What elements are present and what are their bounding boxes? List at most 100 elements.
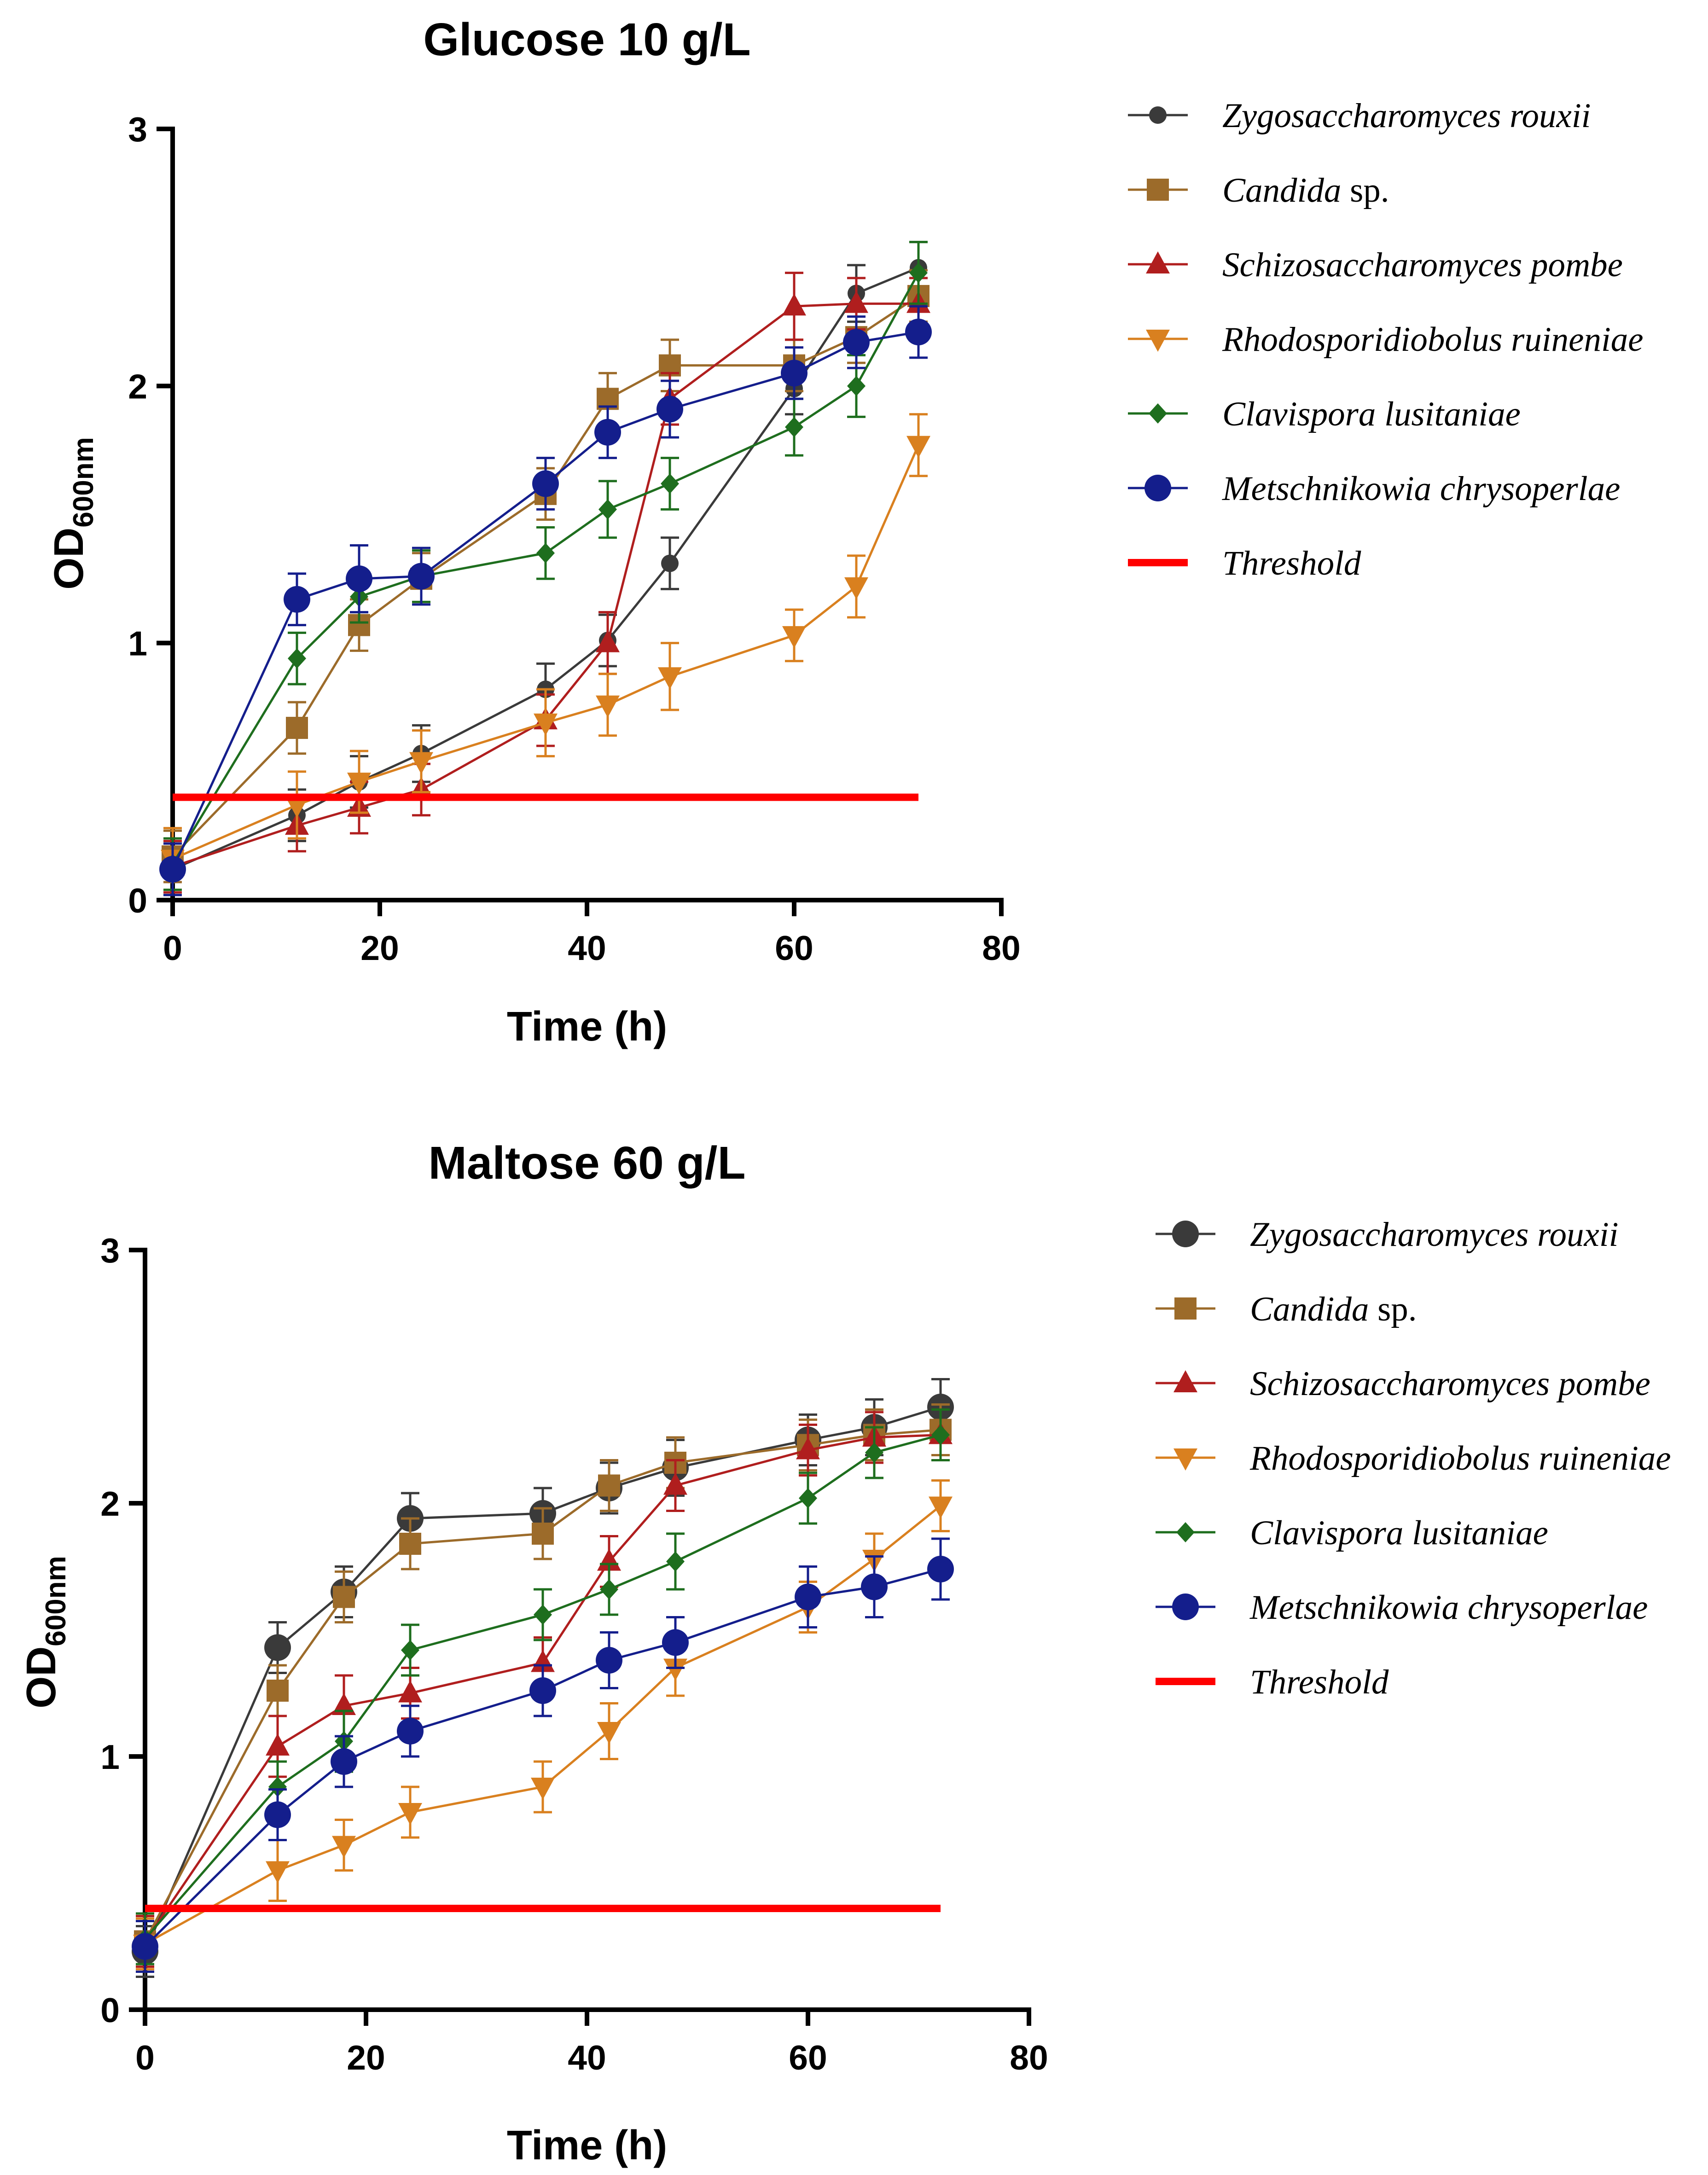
glucose-legend-item-rhodosporidiobolus-ruineniae: Rhodosporidiobolus ruineniae [1128, 320, 1644, 359]
maltose-line-schizosaccharomyces-pombe [144, 1434, 941, 1942]
glucose-point-metschnikowia-chrysoperlae [843, 329, 870, 356]
maltose-y-axis-label: OD600nm [18, 1556, 72, 1708]
maltose-legend-label-italic: Schizosaccharomyces pombe [1250, 1365, 1650, 1403]
maltose-point-clavispora-lusitaniae [534, 1605, 552, 1625]
glucose-line-metschnikowia-chrysoperlae [171, 331, 919, 870]
maltose-legend-label-zygosaccharomyces-rouxii: Zygosaccharomyces rouxii [1250, 1215, 1619, 1254]
glucose-legend-swatch-marker [1144, 475, 1171, 501]
maltose-legend: Zygosaccharomyces rouxii Candida sp. Schiz… [1156, 1215, 1671, 1701]
maltose-point-clavispora-lusitaniae [799, 1488, 817, 1508]
glucose-point-clavispora-lusitaniae [661, 473, 679, 494]
glucose-point-rhodosporidiobolus-ruineniae [844, 577, 868, 599]
glucose-point-clavispora-lusitaniae [847, 376, 866, 396]
maltose-legend-label-italic: Threshold [1250, 1663, 1389, 1701]
maltose-line-rhodosporidiobolus-ruineniae [144, 1505, 941, 1945]
maltose-legend-swatch-marker [1174, 1297, 1197, 1320]
glucose-point-rhodosporidiobolus-ruineniae [534, 713, 558, 736]
maltose-point-schizosaccharomyces-pombe [663, 1472, 687, 1495]
maltose-y-tick-label: 1 [100, 1738, 120, 1776]
glucose-point-metschnikowia-chrysoperlae [656, 395, 683, 423]
glucose-legend-label-italic: Clavispora lusitaniae [1222, 395, 1521, 433]
maltose-legend-label-rhodosporidiobolus-ruineniae: Rhodosporidiobolus ruineniae [1249, 1439, 1671, 1477]
glucose-legend-item-schizosaccharomyces-pombe: Schizosaccharomyces pombe [1128, 246, 1623, 284]
maltose-point-metschnikowia-chrysoperlae [927, 1556, 954, 1582]
glucose-legend-swatch-marker [1149, 403, 1167, 424]
maltose-point-rhodosporidiobolus-ruineniae [663, 1658, 687, 1681]
glucose-chart-title: Glucose 10 g/L [423, 14, 750, 65]
maltose-x-tick-label: 60 [789, 2038, 827, 2077]
glucose-legend-label-schizosaccharomyces-pombe: Schizosaccharomyces pombe [1222, 246, 1623, 284]
glucose-point-metschnikowia-chrysoperlae [594, 419, 621, 446]
maltose-y-tick-label: 0 [100, 1991, 120, 2030]
glucose-chart: Glucose 10 g/L Time (h) OD600nm 0 20 40 60 8… [46, 14, 1644, 1050]
glucose-point-metschnikowia-chrysoperlae [408, 563, 435, 590]
glucose-point-candida-sp [286, 716, 308, 739]
glucose-point-rhodosporidiobolus-ruineniae [347, 773, 371, 795]
glucose-legend-label-italic: Rhodosporidiobolus ruineniae [1222, 320, 1644, 359]
glucose-point-schizosaccharomyces-pombe [844, 291, 868, 313]
maltose-point-metschnikowia-chrysoperlae [795, 1583, 821, 1611]
maltose-legend-swatch-marker [1172, 1221, 1199, 1247]
glucose-point-metschnikowia-chrysoperlae [781, 360, 808, 387]
glucose-legend-label-italic: Threshold [1222, 544, 1361, 582]
glucose-y-tick-label: 3 [128, 110, 147, 149]
glucose-point-metschnikowia-chrysoperlae [159, 856, 186, 883]
glucose-legend-label-threshold: Threshold [1222, 544, 1361, 582]
glucose-point-rhodosporidiobolus-ruineniae [782, 626, 806, 648]
glucose-legend-swatch-marker [1147, 179, 1169, 201]
glucose-line-clavispora-lusitaniae [171, 272, 920, 865]
maltose-point-clavispora-lusitaniae [268, 1777, 287, 1797]
glucose-legend-label-rhodosporidiobolus-ruineniae: Rhodosporidiobolus ruineniae [1222, 320, 1644, 359]
glucose-legend-item-clavispora-lusitaniae: Clavispora lusitaniae [1128, 395, 1521, 433]
glucose-legend: Zygosaccharomyces rouxii Candida sp. Schiz… [1128, 97, 1644, 582]
maltose-line-zygosaccharomyces-rouxii [144, 1406, 941, 1952]
maltose-point-rhodosporidiobolus-ruineniae [929, 1496, 953, 1519]
maltose-x-axis-label: Time (h) [507, 2123, 667, 2169]
maltose-point-candida-sp [333, 1586, 355, 1608]
glucose-legend-label-plain: sp. [1341, 171, 1389, 209]
maltose-legend-item-metschnikowia-chrysoperlae: Metschnikowia chrysoperlae [1156, 1588, 1648, 1627]
glucose-point-rhodosporidiobolus-ruineniae [285, 796, 309, 818]
maltose-plot-area: 0 20 40 60 80 0 1 2 3 [100, 1231, 1048, 2077]
maltose-legend-swatch-marker [1174, 1448, 1197, 1471]
maltose-point-clavispora-lusitaniae [865, 1442, 883, 1463]
maltose-point-rhodosporidiobolus-ruineniae [332, 1836, 356, 1858]
maltose-y-axis-label-sub: 600nm [40, 1556, 72, 1646]
maltose-point-clavispora-lusitaniae [666, 1551, 685, 1572]
maltose-point-metschnikowia-chrysoperlae [861, 1573, 888, 1600]
maltose-x-tick-label: 40 [568, 2038, 606, 2077]
glucose-point-metschnikowia-chrysoperlae [284, 586, 310, 613]
glucose-point-clavispora-lusitaniae [909, 262, 928, 283]
maltose-point-clavispora-lusitaniae [401, 1640, 419, 1660]
maltose-legend-label-threshold: Threshold [1250, 1663, 1389, 1701]
maltose-y-tick-label: 2 [100, 1484, 120, 1523]
maltose-point-candida-sp [532, 1523, 554, 1545]
maltose-point-rhodosporidiobolus-ruineniae [597, 1722, 621, 1744]
glucose-series-metschnikowia-chrysoperlae [159, 305, 932, 896]
glucose-legend-label-italic: Metschnikowia chrysoperlae [1222, 470, 1620, 508]
glucose-point-rhodosporidiobolus-ruineniae [658, 667, 682, 690]
glucose-legend-item-metschnikowia-chrysoperlae: Metschnikowia chrysoperlae [1128, 470, 1620, 508]
maltose-point-schizosaccharomyces-pombe [796, 1437, 820, 1460]
glucose-x-axis-label: Time (h) [507, 1004, 667, 1050]
maltose-legend-item-zygosaccharomyces-rouxii: Zygosaccharomyces rouxii [1156, 1215, 1619, 1254]
maltose-legend-item-clavispora-lusitaniae: Clavispora lusitaniae [1156, 1514, 1548, 1552]
maltose-legend-item-threshold: Threshold [1156, 1663, 1389, 1701]
glucose-x-tick-label: 40 [568, 929, 606, 967]
maltose-legend-label-italic: Candida [1250, 1290, 1369, 1328]
glucose-point-clavispora-lusitaniae [536, 543, 555, 564]
maltose-legend-label-clavispora-lusitaniae: Clavispora lusitaniae [1250, 1514, 1548, 1552]
glucose-x-tick-label: 0 [163, 929, 182, 967]
glucose-legend-item-zygosaccharomyces-rouxii: Zygosaccharomyces rouxii [1128, 97, 1591, 135]
glucose-point-metschnikowia-chrysoperlae [346, 565, 372, 593]
maltose-legend-label-plain: sp. [1369, 1290, 1417, 1328]
glucose-legend-label-italic: Candida [1222, 171, 1341, 209]
maltose-legend-label-candida-sp: Candida sp. [1250, 1290, 1417, 1328]
glucose-line-candida-sp [172, 295, 919, 857]
maltose-legend-swatch-marker [1172, 1593, 1199, 1620]
maltose-line-clavispora-lusitaniae [144, 1434, 941, 1940]
glucose-legend-swatch-marker [1146, 330, 1170, 352]
maltose-chart-title: Maltose 60 g/L [428, 1137, 745, 1189]
maltose-line-candida-sp [144, 1429, 941, 1942]
maltose-legend-item-candida-sp: Candida sp. [1156, 1290, 1417, 1328]
